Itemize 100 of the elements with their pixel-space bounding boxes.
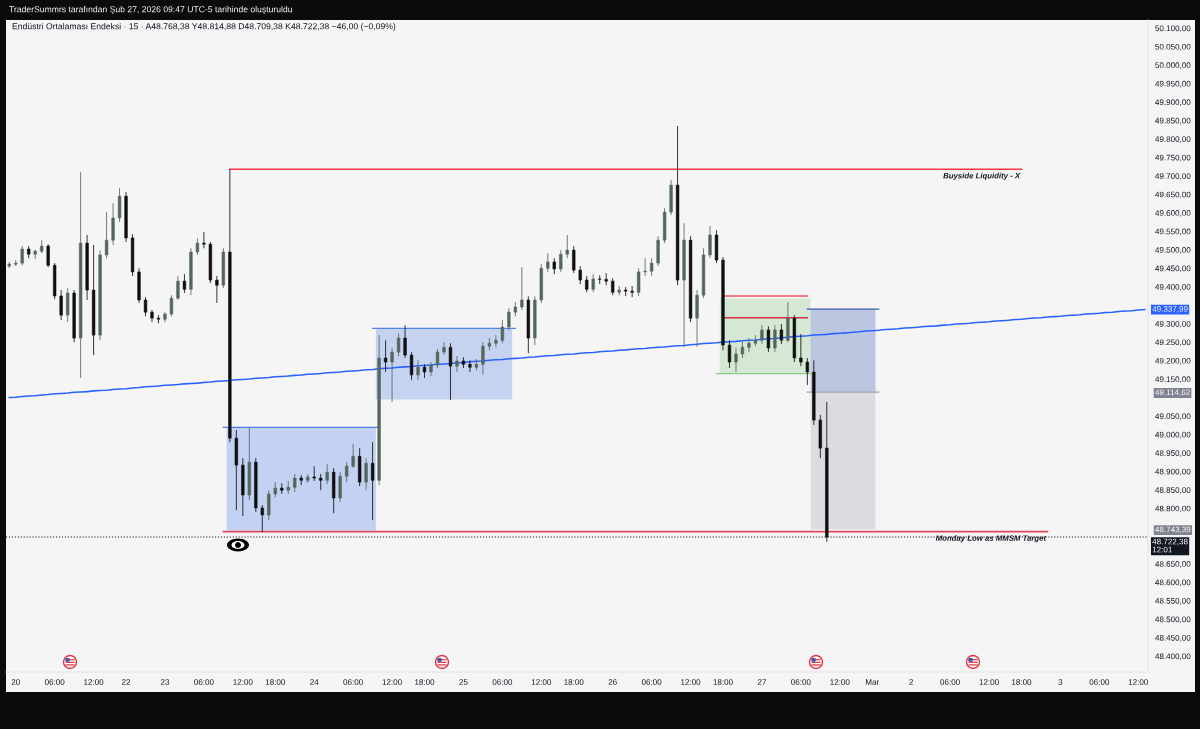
candlestick	[260, 504, 264, 533]
x-tick-label: 25	[459, 679, 468, 685]
x-tick-label: Mar	[865, 679, 880, 685]
candlestick	[202, 231, 206, 249]
y-tick-label: 48.400,00	[1155, 653, 1191, 661]
candlestick	[416, 359, 420, 381]
candlestick	[345, 461, 349, 483]
y-tick-label: 48.800,00	[1155, 505, 1191, 513]
x-tick-label: 3	[1058, 679, 1063, 685]
candlestick	[293, 473, 297, 493]
y-tick-label: 49.650,00	[1155, 191, 1191, 199]
x-tick-label: 06:00	[791, 679, 811, 685]
x-tick-label: 06:00	[194, 679, 214, 685]
candlestick	[520, 266, 524, 311]
x-tick-label: 18:00	[265, 679, 286, 685]
candlestick	[604, 272, 608, 286]
candlestick	[383, 339, 388, 373]
y-tick-label: 49.750,00	[1155, 154, 1191, 162]
y-tick-label: 49.700,00	[1155, 173, 1191, 180]
candlestick	[143, 296, 148, 317]
candlestick	[779, 323, 784, 345]
x-tick-label: 12:00	[1128, 679, 1149, 685]
candlestick	[572, 245, 576, 274]
x-tick-label: 06:00	[1089, 679, 1110, 685]
candlestick	[786, 301, 790, 343]
x-tick-label: 12:00	[382, 679, 402, 685]
x-tick-label: 06:00	[343, 679, 363, 685]
candlestick	[20, 245, 24, 266]
candlestick	[481, 341, 485, 375]
y-tick-label: 49.850,00	[1155, 117, 1191, 125]
candlestick	[364, 457, 368, 491]
x-tick-label: 12:00	[979, 679, 999, 685]
candlestick	[150, 309, 154, 323]
candlestick	[578, 265, 582, 285]
y-tick-label: 49.800,00	[1155, 136, 1191, 143]
x-tick-label: 06:00	[492, 679, 513, 685]
candlestick	[565, 234, 569, 259]
candlestick	[312, 465, 316, 482]
x-tick-label: 12:00	[681, 679, 701, 685]
x-tick-label: 22	[121, 679, 131, 685]
candlestick	[708, 225, 712, 259]
x-tick-label: 12:00	[233, 679, 253, 685]
candlestick	[468, 359, 472, 373]
x-tick-label: 27	[757, 679, 766, 685]
x-tick-label: 18:00	[1012, 679, 1032, 685]
x-tick-label: 06:00	[44, 679, 65, 685]
text: TraderSummrs tarafından Şub 27, 2026 09:47 UTC-5 tarihinde oluşturuldu	[9, 5, 292, 15]
candlestick	[656, 235, 660, 267]
y-tick-label: 49.114,62	[1155, 389, 1190, 397]
candlestick	[267, 489, 271, 521]
x-tick-label: 18:00	[415, 679, 435, 685]
candlestick	[176, 275, 180, 301]
candlestick	[455, 355, 459, 373]
x-tick-label: 26	[608, 679, 617, 685]
y-tick-label: 48.950,00	[1155, 450, 1191, 457]
y-tick-label: 48.650,00	[1155, 561, 1191, 568]
x-tick-label: 06:00	[641, 679, 662, 685]
candlestick	[169, 294, 174, 317]
x-tick-label: 24	[310, 679, 319, 685]
candlestick	[59, 289, 63, 321]
y-tick-label: 49.500,00	[1155, 247, 1191, 254]
x-tick-label: 12:00	[531, 679, 552, 685]
y-tick-label: 49.150,00	[1155, 376, 1191, 384]
x-tick-label: 23	[160, 679, 170, 685]
candlestick	[637, 267, 641, 297]
line-series	[8, 308, 1146, 399]
chart-title: Endüstri Ortalaması Endeksi · 15 · A48.768,38 Y48.814,88 D48.709,38 K48.722,38 −46,00 (−0,09%)	[12, 22, 396, 32]
candlestick	[435, 348, 440, 369]
candlestick	[695, 289, 699, 348]
y-tick-label: 48.450,00	[1155, 634, 1191, 642]
x-tick-label: 12:00	[84, 679, 104, 685]
x-tick-label: 18:00	[564, 679, 584, 685]
y-tick-label: 48.900,00	[1155, 468, 1191, 476]
candlestick	[442, 341, 446, 356]
x-tick-label: 2	[909, 679, 913, 685]
candlestick	[66, 287, 70, 323]
y-tick-label: 50.100,00	[1155, 25, 1191, 33]
y-tick-label: 48.500,00	[1155, 616, 1191, 624]
x-tick-label: 20	[11, 679, 20, 685]
y-tick-label: 48.600,00	[1155, 579, 1191, 587]
candlestick	[396, 332, 401, 357]
y-tick-label: 50.050,00	[1155, 43, 1191, 51]
candlestick	[325, 463, 329, 485]
y-tick-label: 49.200,00	[1155, 357, 1191, 365]
candlestick	[559, 249, 563, 273]
candlestick	[370, 441, 375, 521]
candlestick	[734, 347, 738, 373]
candlestick	[591, 273, 595, 293]
candlestick	[182, 273, 187, 294]
y-tick-label: 49.000,00	[1155, 431, 1191, 439]
candlestick	[805, 357, 809, 386]
candlestick	[643, 257, 647, 277]
candlestick	[507, 307, 511, 331]
y-tick-label: 49.050,00	[1155, 413, 1191, 420]
candlestick	[338, 471, 342, 503]
candlestick	[760, 324, 764, 345]
ref-line-label: 48.722,38 12:01	[1152, 538, 1188, 553]
candlestick	[799, 333, 803, 367]
candlestick	[390, 347, 394, 403]
y-tick-label: 48.550,00	[1155, 598, 1191, 605]
